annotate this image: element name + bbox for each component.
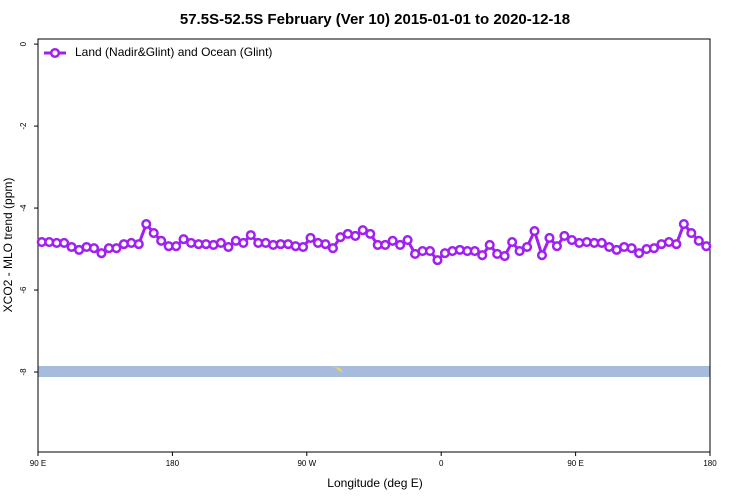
point [350,230,361,241]
point [320,239,331,250]
point [148,228,159,239]
point [484,239,495,251]
point [671,239,682,250]
point [178,234,189,245]
point [469,246,480,257]
point [634,248,645,259]
x-tick-label: 90 W [297,459,316,468]
point [529,225,540,237]
point [559,230,570,241]
point [96,248,107,259]
chart-title: 57.5S-52.5S February (Ver 10) 2015-01-01… [180,11,570,28]
y-axis-label: XCO2 - MLO trend (ppm) [1,178,15,313]
point [387,235,398,246]
point [701,241,712,252]
map-band [38,366,710,377]
point [693,235,704,246]
point [686,228,697,239]
y-tick-label: -8 [19,368,28,376]
point [536,250,548,261]
point [305,232,316,244]
x-tick-label: 0 [439,459,444,468]
point [141,218,152,230]
point [626,243,637,254]
point [171,241,182,252]
point [499,250,510,262]
point [648,243,660,254]
point [395,239,406,251]
x-tick-label: 90 E [567,459,583,468]
x-axis-label: Longitude (deg E) [327,476,422,490]
point [156,235,167,246]
point [111,243,122,254]
x-tick-label: 180 [703,459,717,468]
point [432,255,443,266]
point [507,237,518,248]
point [522,241,533,253]
y-tick-label: -2 [19,122,28,130]
x-tick-label: 90 E [30,459,46,468]
point [59,237,70,248]
legend-marker [49,47,61,59]
point [424,246,436,257]
point [365,228,376,239]
point [544,232,555,244]
point [133,239,144,250]
point [215,237,226,248]
point [678,218,689,230]
point [357,225,368,236]
legend-label: Land (Nadir&Glint) and Ocean (Glint) [75,45,272,59]
y-tick-label: 0 [19,41,28,46]
point [298,241,309,253]
point [477,250,488,261]
point [596,237,607,248]
point [380,239,391,251]
y-tick-label: -6 [19,286,28,294]
land-speck [331,366,343,372]
point [551,241,562,252]
point [245,230,256,241]
x-tick-label: 180 [166,459,180,468]
point [402,234,413,246]
point [327,243,338,254]
point [223,241,234,253]
y-tick-label: -4 [19,204,28,212]
point [514,246,525,257]
point [238,237,249,248]
point [88,243,100,254]
